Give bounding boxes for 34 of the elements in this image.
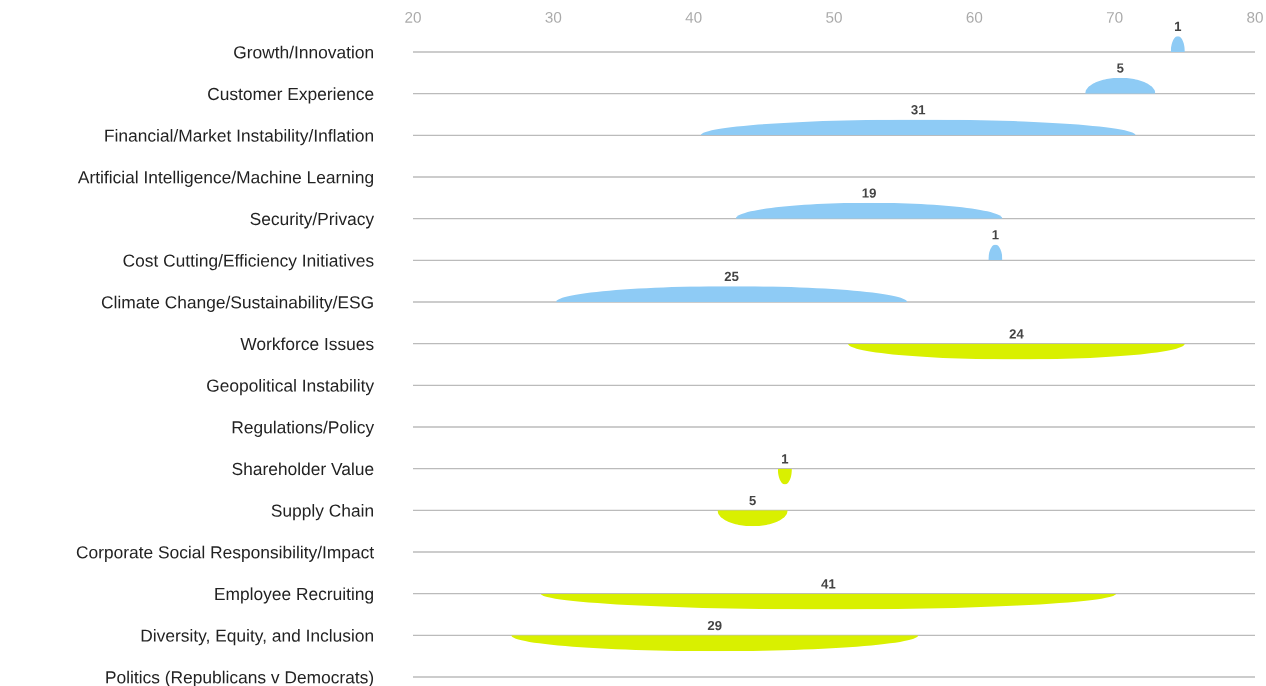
x-tick-label: 70: [1106, 12, 1123, 23]
y-tick-label: Regulations/Policy: [232, 420, 375, 437]
data-label: 29: [707, 620, 722, 631]
data-label: 1: [782, 454, 789, 464]
y-tick-label: Climate Change/Sustainability/ESG: [101, 295, 373, 312]
x-tick-label: 60: [966, 12, 983, 23]
x-tick-label: 40: [685, 12, 702, 23]
data-label: 5: [749, 496, 756, 506]
data-label: 19: [862, 188, 876, 198]
data-label: 24: [1009, 329, 1024, 339]
y-tick-label: Financial/Market Instability/Inflation: [105, 129, 373, 146]
y-tick-label: Supply Chain: [271, 504, 373, 521]
y-tick-label: Corporate Social Responsibility/Impact: [76, 545, 374, 562]
data-label: 31: [911, 105, 926, 115]
y-tick-label: Geopolitical Instability: [207, 379, 375, 396]
data-label: 41: [821, 579, 836, 589]
y-tick-label: Politics (Republicans v Democrats): [106, 670, 374, 686]
data-label: 1: [1174, 21, 1182, 31]
x-tick-label: 20: [405, 12, 421, 23]
data-label: 5: [1117, 63, 1124, 73]
y-tick-label: Customer Experience: [208, 87, 374, 104]
y-tick-label: Shareholder Value: [232, 462, 374, 476]
y-tick-label: Workforce Issues: [240, 337, 374, 351]
x-tick-label: 50: [826, 12, 842, 23]
y-tick-label: Growth/Innovation: [234, 45, 373, 59]
x-tick-label: 80: [1247, 12, 1263, 23]
data-label: 25: [724, 271, 739, 282]
y-tick-label: Cost Cutting/Efficiency Initiatives: [123, 254, 374, 271]
data-label: 1: [992, 230, 999, 240]
x-tick-label: 30: [545, 12, 562, 23]
y-tick-label: Security/Privacy: [250, 212, 375, 229]
y-tick-label: Diversity, Equity, and Inclusion: [141, 629, 373, 646]
y-tick-label: Artificial Intelligence/Machine Learning: [77, 170, 374, 187]
y-tick-label: Employee Recruiting: [215, 587, 373, 604]
